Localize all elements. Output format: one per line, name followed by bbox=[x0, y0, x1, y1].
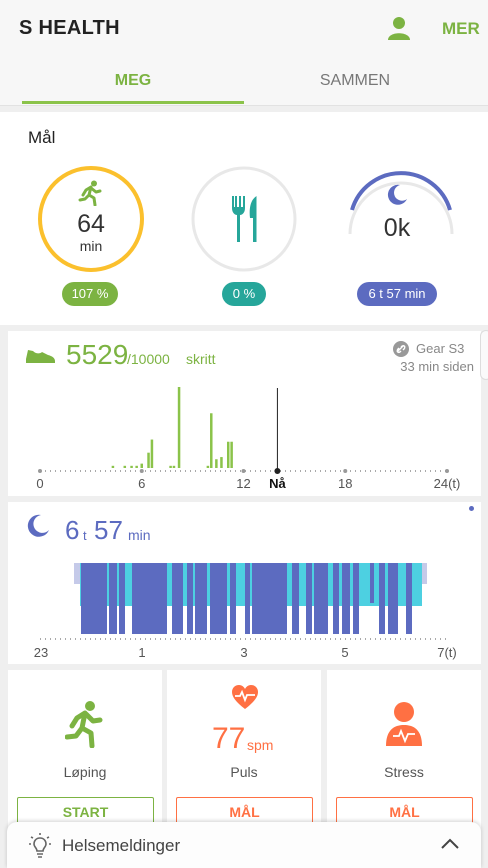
sleep-hours-unit: t bbox=[83, 528, 87, 543]
steps-axis-label: 18 bbox=[338, 476, 353, 491]
running-label: Løping bbox=[63, 764, 107, 780]
tab-bar: MEG SAMMEN bbox=[0, 58, 488, 106]
sleep-hours: 6 bbox=[65, 515, 80, 545]
edge-panel-handle[interactable] bbox=[480, 330, 488, 380]
profile-icon[interactable] bbox=[388, 16, 410, 40]
tab-meg[interactable]: MEG bbox=[114, 72, 152, 89]
steps-axis-tick bbox=[445, 469, 449, 473]
moon-icon bbox=[387, 184, 407, 205]
activity-minutes: 64 bbox=[77, 210, 105, 238]
steps-bar bbox=[177, 387, 181, 468]
running-icon bbox=[65, 701, 103, 748]
stress-person-icon bbox=[386, 702, 422, 746]
steps-count: 5529 bbox=[66, 339, 129, 370]
steps-bar bbox=[130, 465, 133, 468]
steps-bar bbox=[111, 465, 115, 468]
tab-indicator bbox=[22, 101, 244, 104]
food-ring-graphic bbox=[191, 166, 297, 272]
lightbulb-icon bbox=[29, 833, 51, 858]
heart-rate-icon bbox=[232, 685, 258, 709]
goals-title: Mål bbox=[28, 128, 56, 147]
steps-axis-tick bbox=[38, 469, 42, 473]
steps-bar bbox=[226, 441, 230, 468]
health-messages-label: Helsemeldinger bbox=[62, 836, 181, 855]
shoe-icon bbox=[26, 350, 55, 363]
steps-goal: /10000 bbox=[127, 351, 170, 367]
steps-bar bbox=[230, 441, 233, 468]
steps-bar bbox=[206, 465, 210, 468]
sync-time: 33 min siden bbox=[400, 359, 474, 374]
steps-bar bbox=[140, 463, 143, 468]
moon-icon bbox=[27, 514, 49, 537]
steps-axis-label: 24(t) bbox=[433, 476, 461, 491]
steps-axis-label: Nå bbox=[269, 476, 286, 491]
chevron-up-icon[interactable] bbox=[441, 838, 459, 850]
steps-bar bbox=[172, 465, 176, 468]
food-goal-ring[interactable] bbox=[189, 164, 299, 274]
app-title: S HEALTH bbox=[19, 17, 120, 39]
steps-bar bbox=[135, 465, 138, 468]
heart-rate-value: 77 bbox=[212, 722, 246, 755]
activity-badge: 107 % bbox=[62, 282, 118, 306]
heart-rate-unit: spm bbox=[247, 737, 274, 753]
stress-label: Stress bbox=[384, 764, 424, 780]
sleep-minutes: 57 bbox=[94, 515, 123, 545]
steps-axis-tick bbox=[343, 469, 348, 473]
steps-axis-tick bbox=[241, 469, 246, 473]
steps-bar bbox=[147, 452, 150, 468]
goals-card[interactable]: Mål 64 min 107 % 0 % 0k 6 t 5 bbox=[0, 112, 488, 325]
current-time-dot bbox=[274, 468, 281, 474]
tab-sammen[interactable]: SAMMEN bbox=[319, 72, 391, 89]
heart-rate-label: Puls bbox=[230, 764, 258, 780]
link-icon bbox=[393, 341, 409, 357]
steps-chart bbox=[38, 387, 449, 474]
sleep-axis-label: 23 bbox=[33, 645, 49, 660]
steps-bar bbox=[215, 459, 218, 468]
sleep-goal-ring[interactable]: 0k bbox=[342, 164, 454, 274]
steps-bar bbox=[220, 457, 223, 468]
sleep-ring-value: 0k bbox=[383, 214, 411, 242]
steps-axis-label: 6 bbox=[138, 476, 146, 491]
running-icon bbox=[78, 180, 102, 206]
sleep-ring-graphic bbox=[348, 171, 454, 235]
sleep-card[interactable]: 6 t 57 min bbox=[8, 502, 481, 664]
new-indicator-dot bbox=[469, 506, 474, 511]
steps-bar bbox=[123, 465, 127, 468]
steps-card[interactable]: 5529 /10000 skritt Gear S3 33 min siden … bbox=[8, 331, 481, 496]
steps-unit: skritt bbox=[186, 351, 216, 367]
steps-bar bbox=[169, 465, 172, 468]
sleep-axis-label: 1 bbox=[138, 645, 146, 660]
steps-axis-tick bbox=[139, 469, 144, 473]
activity-ring-graphic bbox=[38, 166, 144, 272]
cutlery-icon bbox=[232, 196, 257, 242]
activity-goal-ring[interactable]: 64 min bbox=[36, 164, 146, 274]
device-name: Gear S3 bbox=[416, 341, 465, 356]
sleep-deep-segments bbox=[81, 563, 412, 634]
food-badge: 0 % bbox=[222, 282, 266, 306]
app-bar: S HEALTH MER bbox=[0, 0, 488, 58]
sleep-badge: 6 t 57 min bbox=[357, 282, 437, 306]
sleep-chart bbox=[40, 563, 448, 640]
steps-axis-label: 0 bbox=[36, 476, 44, 491]
more-button[interactable]: MER bbox=[442, 19, 480, 38]
sleep-axis-label: 3 bbox=[240, 645, 248, 660]
steps-bar bbox=[210, 413, 213, 468]
sleep-axis-label: 7(t) bbox=[437, 645, 457, 660]
health-messages-drawer[interactable]: Helsemeldinger bbox=[7, 822, 481, 868]
sleep-axis-label: 5 bbox=[341, 645, 349, 660]
steps-bar bbox=[150, 439, 154, 468]
activity-unit: min bbox=[79, 238, 103, 254]
sleep-minutes-unit: min bbox=[128, 527, 151, 543]
steps-axis-label: 12 bbox=[236, 476, 251, 491]
